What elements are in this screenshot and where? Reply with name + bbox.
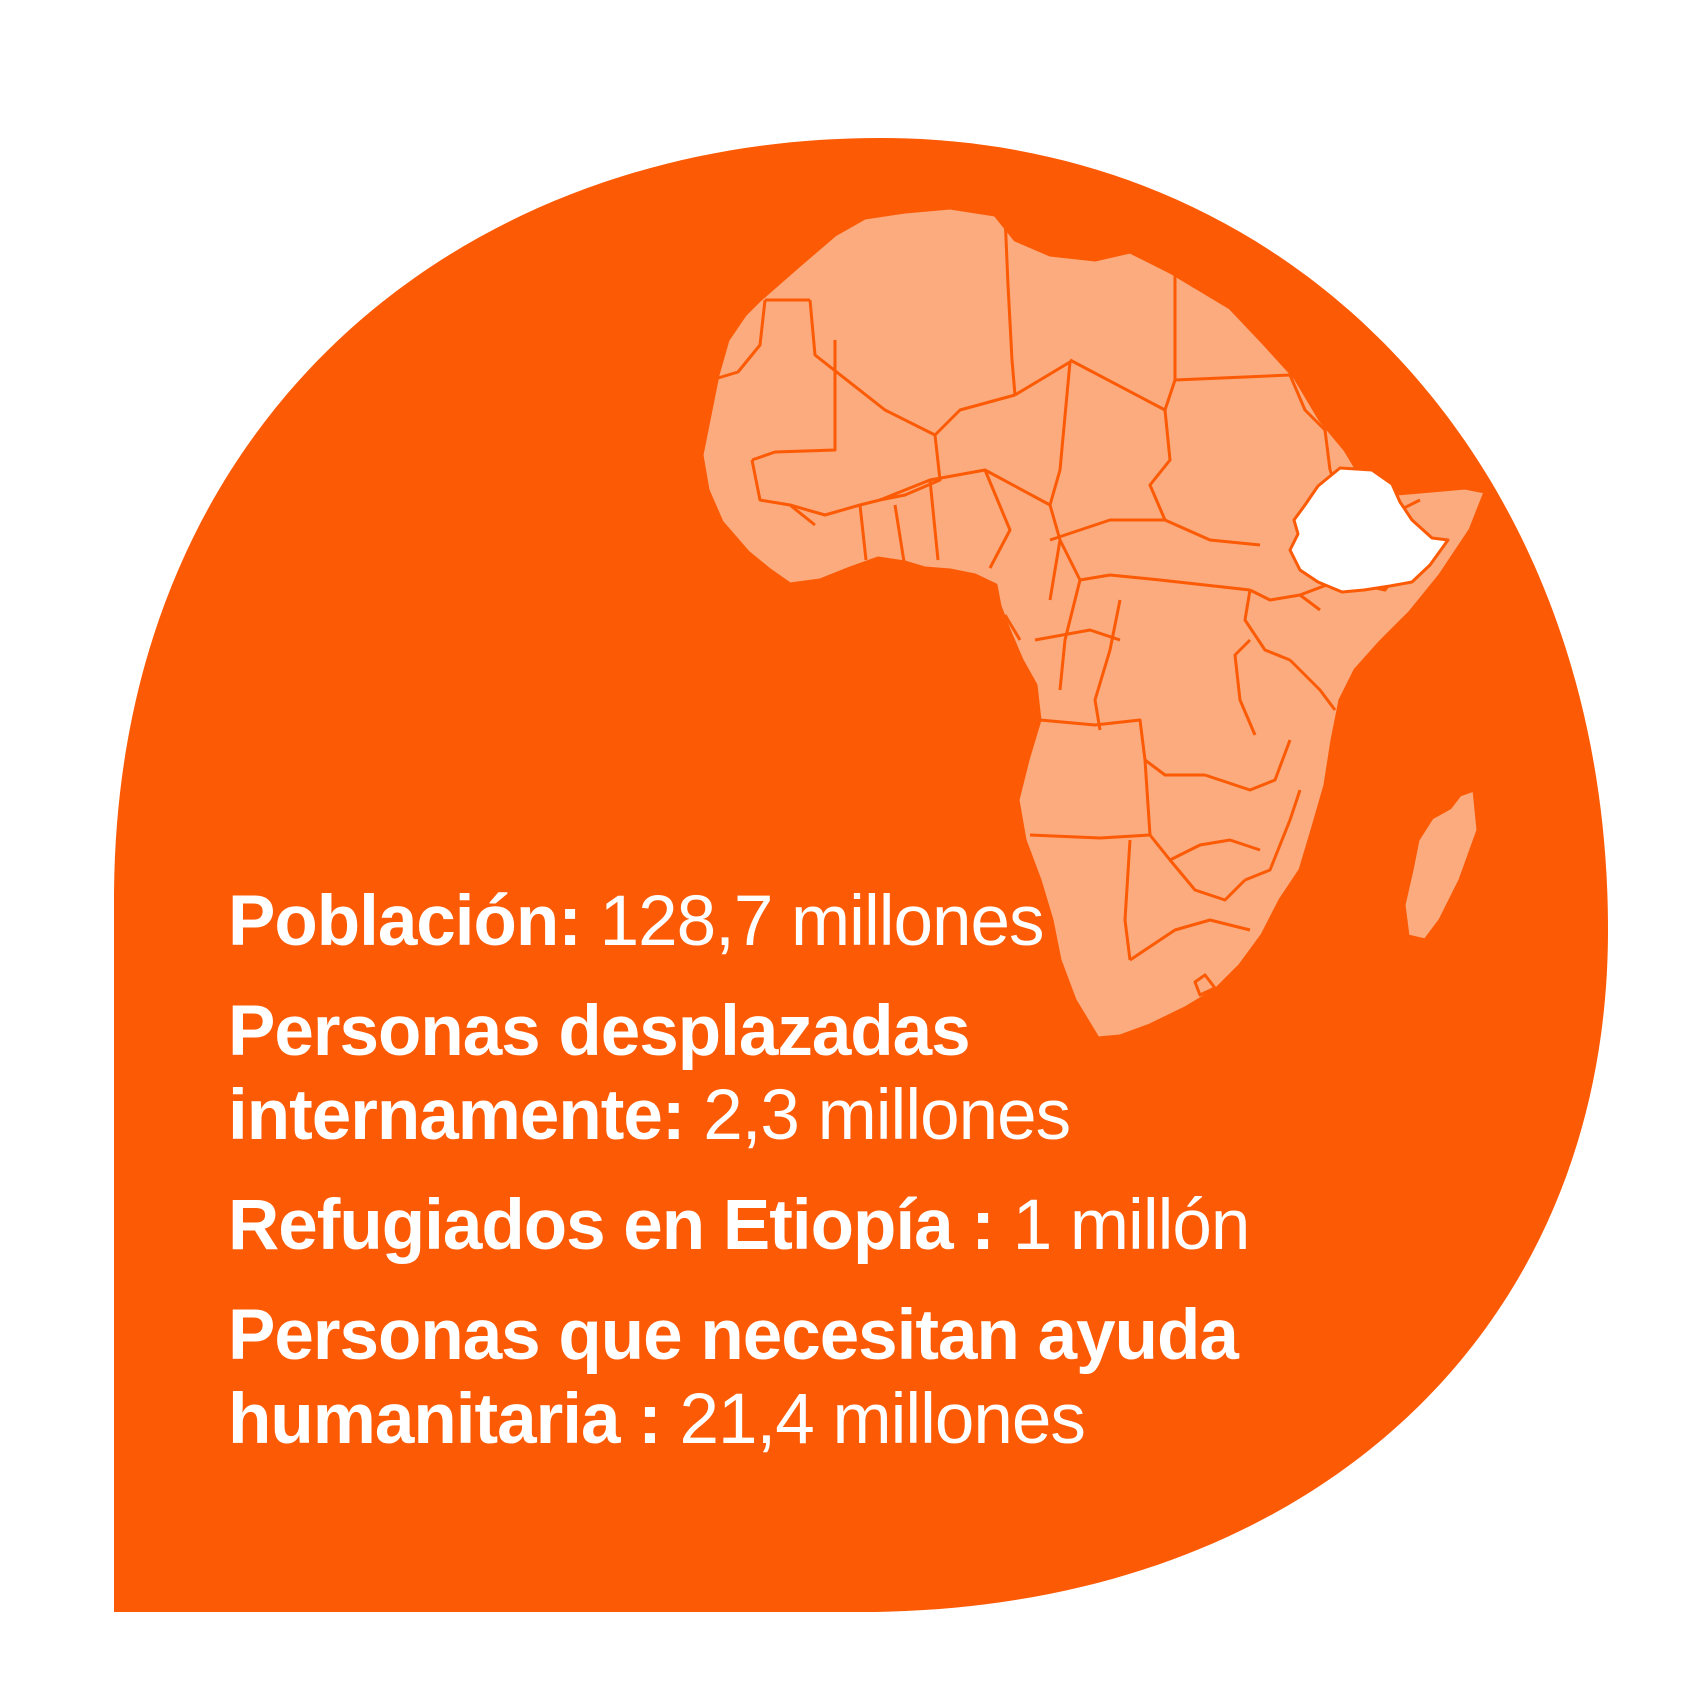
stat-label: Población:: [228, 882, 582, 961]
madagascar-shape: [1402, 788, 1480, 942]
stat-label: Personas que necesitan ayuda humanitaria…: [228, 1296, 1239, 1459]
stat-value: 1 millón: [1012, 1186, 1251, 1265]
stat-value: 2,3 millones: [703, 1076, 1071, 1155]
africa-map: [700, 206, 1487, 1040]
stat-value: 21,4 millones: [679, 1380, 1086, 1459]
stats-list: Población: 128,7 millones Personas despl…: [228, 880, 1328, 1488]
stat-internally-displaced: Personas desplazadas internamente: 2,3 m…: [228, 990, 1328, 1158]
stat-label: Refugiados en Etiopía :: [228, 1186, 995, 1265]
stat-humanitarian-aid: Personas que necesitan ayuda humanitaria…: [228, 1294, 1328, 1462]
stat-value: 128,7 millones: [599, 882, 1045, 961]
stat-refugees: Refugiados en Etiopía : 1 millón: [228, 1184, 1328, 1268]
ethiopia-highlight-shape: [1288, 466, 1450, 594]
stat-label: Personas desplazadas internamente:: [228, 992, 971, 1155]
stat-population: Población: 128,7 millones: [228, 880, 1328, 964]
country-borders: [717, 214, 1422, 997]
